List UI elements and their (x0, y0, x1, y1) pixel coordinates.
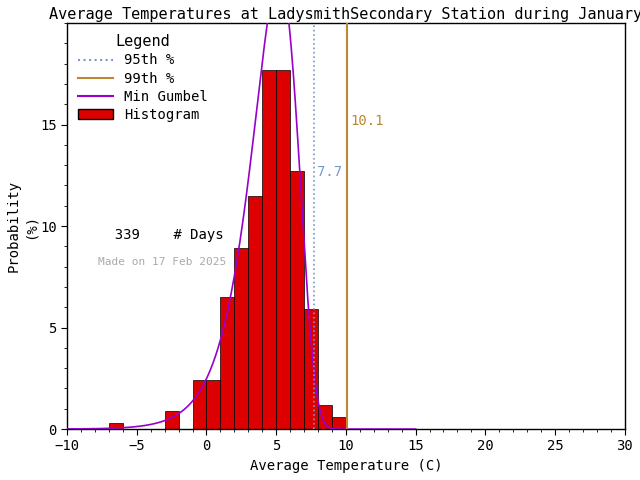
Text: Made on 17 Feb 2025: Made on 17 Feb 2025 (98, 256, 226, 266)
Bar (262, 70, 276, 429)
Bar (109, 423, 123, 429)
Bar (234, 249, 248, 429)
Legend: 95th %, 99th %, Min Gumbel, Histogram: 95th %, 99th %, Min Gumbel, Histogram (74, 30, 212, 126)
Text: 339    # Days: 339 # Days (98, 228, 223, 242)
Bar (220, 297, 234, 429)
Title: Average Temperatures at LadysmithSecondary Station during January: Average Temperatures at LadysmithSeconda… (49, 7, 640, 22)
Y-axis label: Probability
(%): Probability (%) (7, 180, 37, 272)
Bar (276, 70, 290, 429)
X-axis label: Average Temperature (C): Average Temperature (C) (250, 459, 442, 473)
Bar (304, 309, 318, 429)
Text: 10.1: 10.1 (351, 114, 384, 129)
Bar (164, 411, 179, 429)
Bar (318, 405, 332, 429)
Bar (290, 171, 304, 429)
Bar (248, 196, 262, 429)
Text: 7.7: 7.7 (317, 165, 342, 179)
Bar (193, 380, 207, 429)
Bar (207, 380, 220, 429)
Bar (332, 417, 346, 429)
